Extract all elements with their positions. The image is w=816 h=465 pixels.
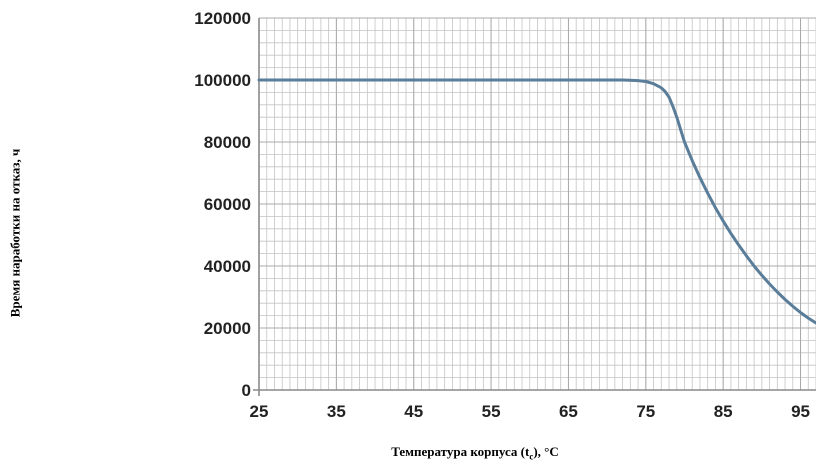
y-tick-label: 0 bbox=[242, 381, 251, 400]
x-tick-label: 65 bbox=[559, 402, 578, 421]
chart-axes bbox=[253, 18, 816, 396]
y-tick-label: 20000 bbox=[204, 319, 251, 338]
y-tick-label: 100000 bbox=[194, 71, 251, 90]
x-tick-labels: 25 35 45 55 65 75 85 95 bbox=[250, 402, 810, 421]
y-axis-title: Время наработки на отказ, ч bbox=[7, 148, 23, 317]
y-tick-labels: 0 20000 40000 60000 80000 100000 120000 bbox=[194, 9, 251, 400]
x-tick-label: 95 bbox=[791, 402, 810, 421]
series-line bbox=[257, 78, 816, 325]
x-axis-title-tail: ), °C bbox=[533, 444, 559, 459]
chart-grid bbox=[258, 17, 816, 391]
y-tick-label: 60000 bbox=[204, 195, 251, 214]
x-tick-label: 35 bbox=[327, 402, 346, 421]
y-tick-label: 40000 bbox=[204, 257, 251, 276]
x-axis-title-subscript: c bbox=[529, 451, 534, 462]
y-axis-title-wrap: Время наработки на отказ, ч bbox=[3, 0, 27, 465]
y-tick-label: 120000 bbox=[194, 9, 251, 28]
y-tick-label: 80000 bbox=[204, 133, 251, 152]
x-axis-title: Температура корпуса (tc), °C bbox=[260, 444, 690, 462]
x-axis-title-main: Температура корпуса (t bbox=[391, 444, 530, 459]
chart-series bbox=[257, 78, 816, 325]
x-tick-label: 55 bbox=[482, 402, 501, 421]
x-tick-label: 25 bbox=[250, 402, 269, 421]
x-tick-label: 85 bbox=[714, 402, 733, 421]
x-tick-label: 75 bbox=[636, 402, 655, 421]
x-tick-label: 45 bbox=[404, 402, 423, 421]
